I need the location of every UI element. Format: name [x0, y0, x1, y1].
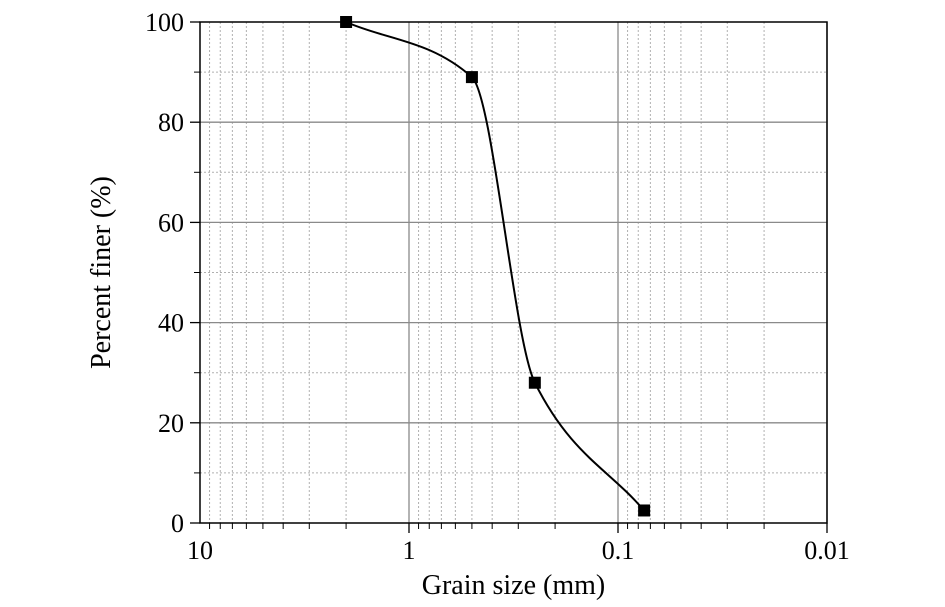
data-point-marker: [528, 376, 541, 389]
y-tick-label: 60: [158, 208, 184, 237]
series-curve: [345, 21, 645, 512]
y-tick-label: 40: [158, 309, 184, 338]
y-axis-title: Percent finer (%): [86, 176, 117, 369]
x-tick-label: 10: [187, 536, 213, 565]
grid-lines: [200, 22, 828, 523]
y-tick-label: 20: [158, 409, 184, 438]
y-tick-label: 0: [171, 509, 184, 538]
x-tick-label: 0.01: [804, 536, 850, 565]
x-axis-title: Grain size (mm): [422, 570, 606, 601]
data-point-marker: [465, 71, 478, 84]
data-point-marker: [638, 504, 651, 517]
axis-ticks: 10 1 0.1 0.01 0 20 40 60 80 100: [145, 8, 850, 565]
y-tick-label: 100: [145, 8, 184, 37]
data-markers: [340, 16, 651, 517]
data-curve: [345, 21, 645, 512]
x-tick-label: 1: [403, 536, 416, 565]
y-tick-label: 80: [158, 108, 184, 137]
x-tick-label: 0.1: [602, 536, 635, 565]
